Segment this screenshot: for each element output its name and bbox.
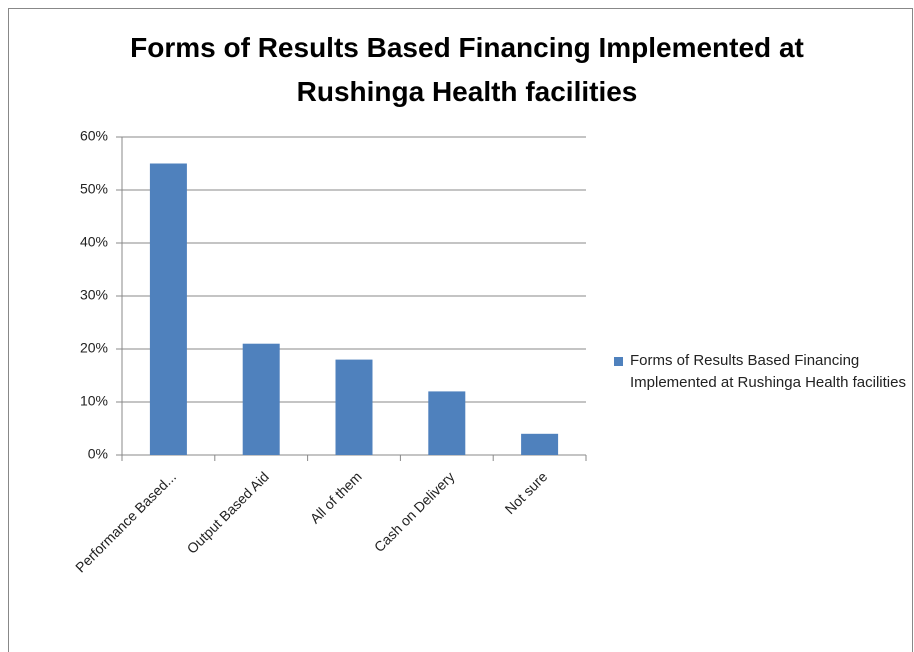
x-tick-label: Cash on Delivery — [371, 468, 458, 555]
x-tick-label: All of them — [307, 468, 365, 526]
bar — [149, 163, 187, 455]
y-tick-label: 30% — [80, 287, 108, 303]
y-tick-label: 60% — [80, 128, 108, 144]
y-tick-label: 50% — [80, 181, 108, 197]
x-tick-label: Output Based Aid — [184, 468, 272, 556]
legend-label: Forms of Results Based Financing Impleme… — [630, 352, 906, 391]
x-tick-label: Performance Based... — [72, 468, 179, 575]
y-tick-label: 40% — [80, 234, 108, 250]
legend-key — [614, 357, 623, 366]
bar — [428, 391, 466, 455]
chart-border — [8, 8, 913, 652]
bar — [242, 343, 280, 455]
x-tick-label: Not sure — [502, 468, 551, 517]
y-tick-label: 0% — [88, 446, 108, 462]
chart-title: Forms of Results Based Financing Impleme… — [130, 32, 804, 107]
y-tick-label: 20% — [80, 340, 108, 356]
bar — [521, 433, 559, 455]
bar — [335, 359, 373, 455]
legend: Forms of Results Based Financing Impleme… — [614, 350, 910, 394]
y-tick-label: 10% — [80, 393, 108, 409]
